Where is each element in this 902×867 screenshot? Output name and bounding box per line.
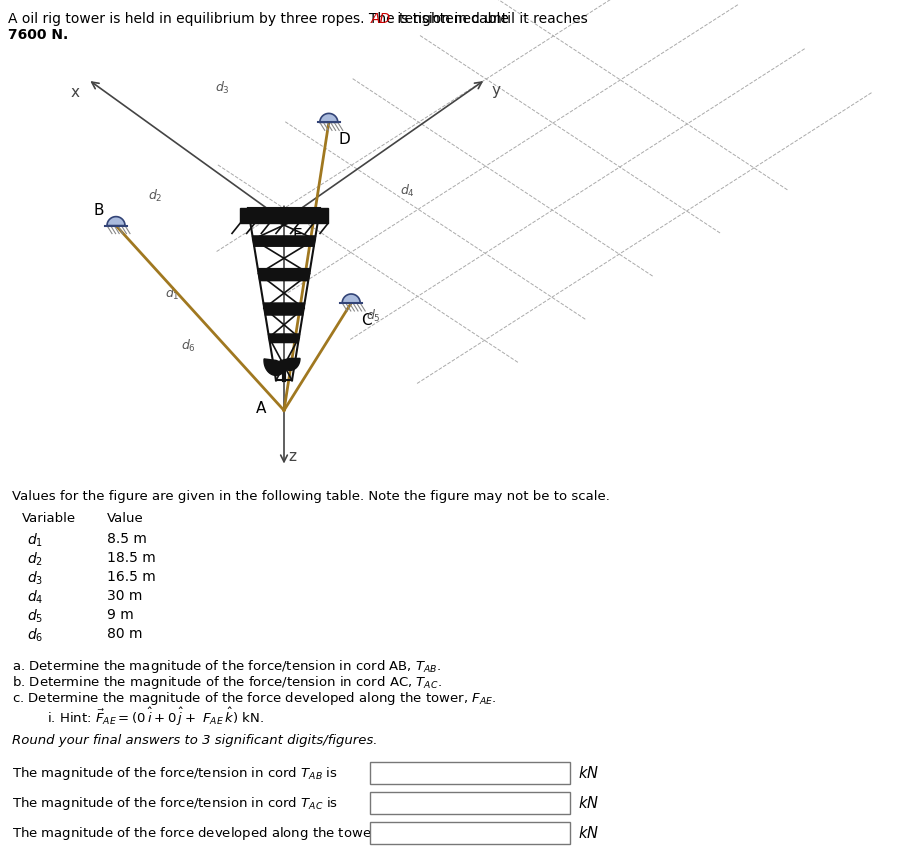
Text: Values for the figure are given in the following table. Note the figure may not : Values for the figure are given in the f… <box>12 490 610 503</box>
Text: D: D <box>339 133 351 147</box>
Text: 80 m: 80 m <box>107 627 143 641</box>
Text: $kN$: $kN$ <box>578 825 599 841</box>
Text: b. Determine the magnitude of the force/tension in cord AC, $T_{AC}$.: b. Determine the magnitude of the force/… <box>12 674 442 691</box>
Text: B: B <box>94 203 104 218</box>
Text: $d_4$: $d_4$ <box>400 183 415 199</box>
FancyBboxPatch shape <box>370 762 570 784</box>
Text: y: y <box>492 83 501 98</box>
Text: The magnitude of the force/tension in cord $T_{AC}$ is: The magnitude of the force/tension in co… <box>12 794 338 812</box>
FancyBboxPatch shape <box>370 822 570 844</box>
Polygon shape <box>342 294 360 303</box>
Text: $d_1$: $d_1$ <box>165 286 179 303</box>
Polygon shape <box>248 208 320 218</box>
Text: Value: Value <box>107 512 143 525</box>
Text: 18.5 m: 18.5 m <box>107 551 156 565</box>
Text: $kN$: $kN$ <box>578 795 599 811</box>
Text: i. Hint: $\vec{F}_{AE}= (0\,\hat{i} + 0\,\hat{j}+\ F_{AE}\,\hat{k})$ kN.: i. Hint: $\vec{F}_{AE}= (0\,\hat{i} + 0\… <box>47 706 263 728</box>
Text: E: E <box>292 228 301 244</box>
Polygon shape <box>253 236 316 246</box>
Text: 30 m: 30 m <box>107 589 143 603</box>
Text: $d_3$: $d_3$ <box>27 570 43 588</box>
Text: Variable: Variable <box>22 512 76 525</box>
Text: A oil rig tower is held in equilibrium by three ropes. The tension in cable: A oil rig tower is held in equilibrium b… <box>8 12 513 26</box>
Polygon shape <box>258 269 310 281</box>
Text: a. Determine the magnitude of the force/tension in cord AB, $T_{AB}$.: a. Determine the magnitude of the force/… <box>12 658 441 675</box>
Text: The magnitude of the force/tension in cord $T_{AB}$ is: The magnitude of the force/tension in co… <box>12 765 338 781</box>
Text: $d_4$: $d_4$ <box>27 589 43 606</box>
Text: c. Determine the magnitude of the force developed along the tower, $F_{AE}$.: c. Determine the magnitude of the force … <box>12 690 496 707</box>
Polygon shape <box>264 359 288 375</box>
Text: A: A <box>255 401 266 416</box>
Text: The magnitude of the force developed along the tower $F_{AE}$ is: The magnitude of the force developed alo… <box>12 825 416 842</box>
Text: $d_5$: $d_5$ <box>27 608 43 625</box>
Polygon shape <box>269 334 299 342</box>
FancyBboxPatch shape <box>370 792 570 814</box>
Polygon shape <box>107 217 125 225</box>
Text: $d_2$: $d_2$ <box>148 187 162 204</box>
Text: 16.5 m: 16.5 m <box>107 570 156 584</box>
Text: $d_6$: $d_6$ <box>181 338 197 354</box>
Text: 9 m: 9 m <box>107 608 133 622</box>
Text: $d_5$: $d_5$ <box>366 308 381 324</box>
Text: $kN$: $kN$ <box>578 765 599 781</box>
Polygon shape <box>320 114 338 122</box>
Polygon shape <box>281 358 300 370</box>
Text: is tightened until it reaches: is tightened until it reaches <box>393 12 588 26</box>
Text: 7600 N.: 7600 N. <box>8 28 69 42</box>
Text: $d_1$: $d_1$ <box>27 532 43 550</box>
Text: $d_3$: $d_3$ <box>215 80 230 96</box>
Text: 8.5 m: 8.5 m <box>107 532 147 546</box>
Text: Round your final answers to 3 significant digits/figures.: Round your final answers to 3 significan… <box>12 734 378 747</box>
Polygon shape <box>263 303 305 315</box>
Text: $d_2$: $d_2$ <box>27 551 43 569</box>
Polygon shape <box>240 208 328 224</box>
Text: x: x <box>71 86 80 101</box>
Text: C: C <box>361 313 372 328</box>
Text: $d_6$: $d_6$ <box>27 627 43 644</box>
Text: AD: AD <box>371 12 391 26</box>
Text: z: z <box>288 449 296 465</box>
